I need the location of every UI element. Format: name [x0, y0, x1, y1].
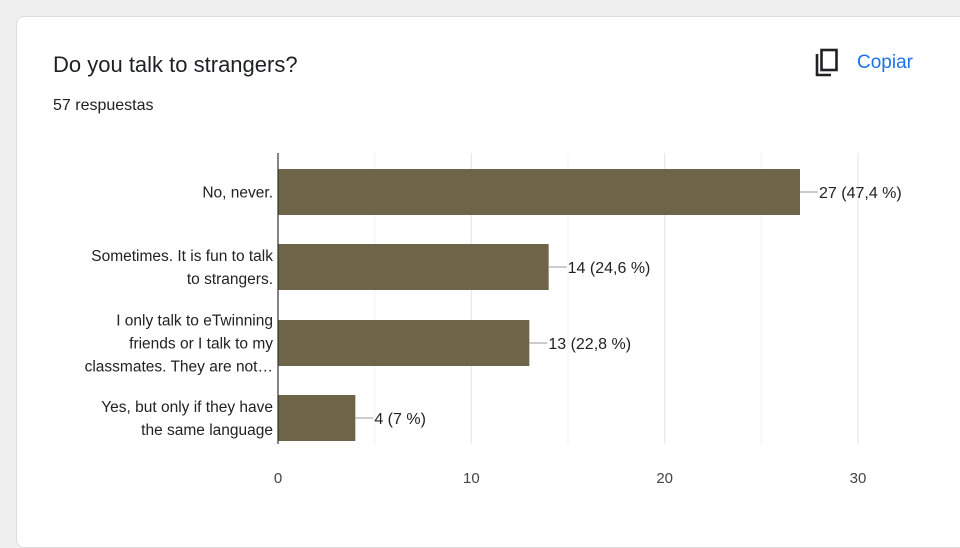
category-label: the same language — [141, 422, 273, 439]
copy-icon — [813, 48, 839, 78]
category-label: classmates. They are not… — [85, 359, 273, 376]
x-tick-label: 30 — [850, 470, 867, 487]
data-label: 14 (24,6 %) — [568, 260, 651, 277]
bar — [278, 169, 800, 215]
category-label: Yes, but only if they have — [101, 399, 273, 416]
x-tick-label: 10 — [463, 470, 480, 487]
category-label: friends or I talk to my — [129, 336, 273, 353]
category-label: to strangers. — [187, 271, 273, 288]
data-label: 4 (7 %) — [374, 411, 426, 428]
copy-button[interactable]: Copiar — [813, 47, 913, 79]
question-title: Do you talk to strangers? — [53, 52, 298, 77]
data-label: 27 (47,4 %) — [819, 185, 902, 202]
bar — [278, 320, 530, 366]
bar — [278, 395, 356, 441]
data-label: 13 (22,8 %) — [548, 336, 631, 353]
x-tick-label: 0 — [274, 470, 282, 487]
copy-button-label: Copiar — [857, 52, 913, 73]
chart-card: Do you talk to strangers? 57 respuestas … — [16, 16, 960, 548]
bar — [278, 244, 549, 290]
category-label: I only talk to eTwinning — [116, 313, 273, 330]
category-label: No, never. — [202, 185, 273, 202]
x-tick-label: 20 — [656, 470, 673, 487]
category-label: Sometimes. It is fun to talk — [91, 248, 273, 265]
response-count: 57 respuestas — [53, 97, 154, 114]
